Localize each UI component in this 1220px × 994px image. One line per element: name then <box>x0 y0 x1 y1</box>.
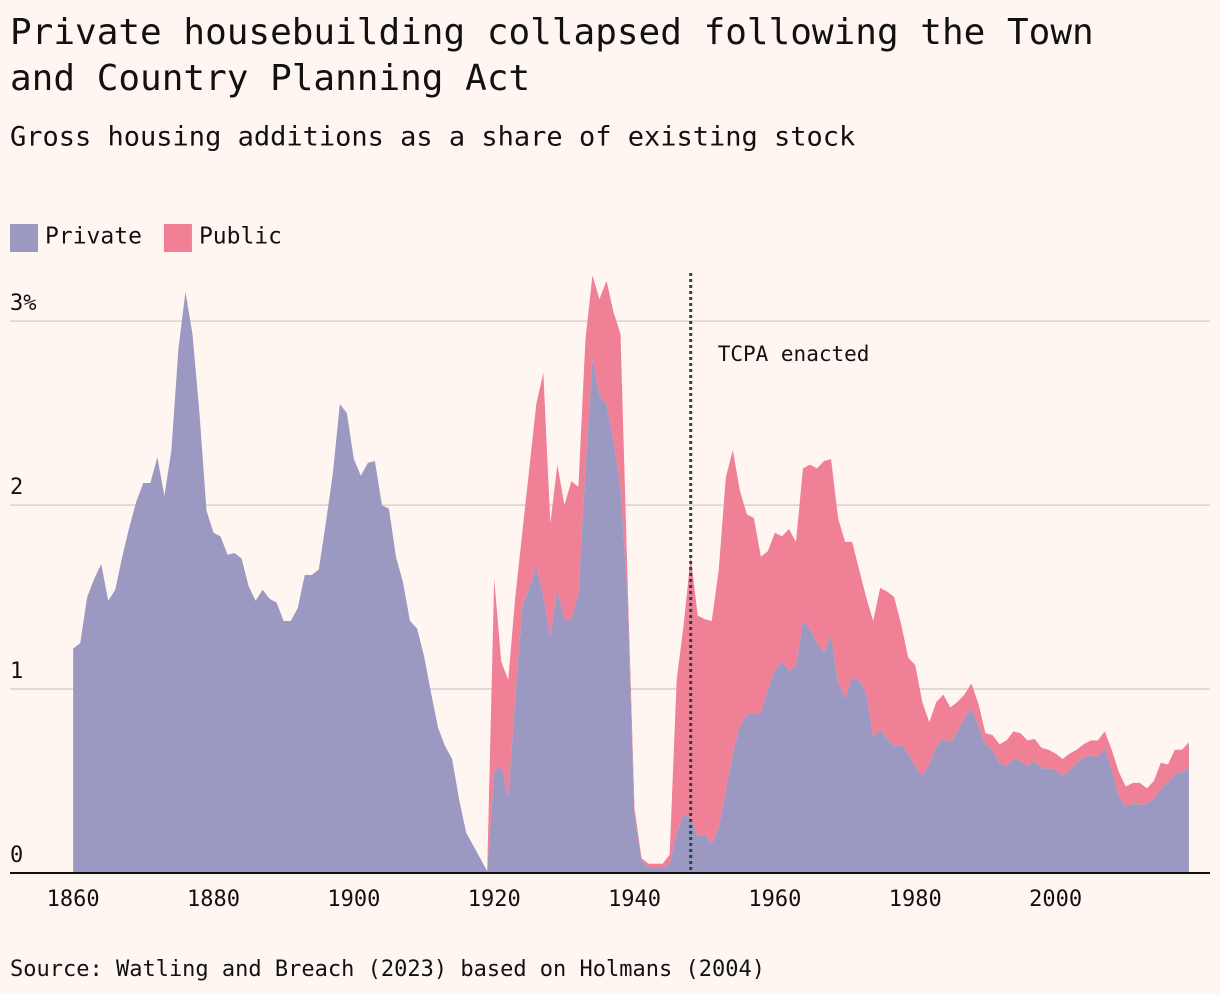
y-tick-label: 1 <box>10 659 23 684</box>
x-tick-label: 1900 <box>327 887 380 912</box>
chart-subtitle: Gross housing additions as a share of ex… <box>10 122 855 153</box>
area-private <box>73 291 1189 873</box>
x-tick-label: 1860 <box>47 887 100 912</box>
legend-label: Private <box>45 224 142 250</box>
x-tick-label: 1980 <box>889 887 942 912</box>
x-tick-label: 1940 <box>608 887 661 912</box>
y-tick-label: 2 <box>10 475 23 500</box>
legend-swatch <box>163 224 192 252</box>
area-public <box>73 275 1189 872</box>
legend-label: Public <box>199 224 282 250</box>
x-tick-label: 1920 <box>468 887 521 912</box>
source-note: Source: Watling and Breach (2023) based … <box>10 957 765 982</box>
y-tick-label: 0 <box>10 843 23 868</box>
legend-swatch <box>10 224 38 252</box>
annotation-label: TCPA enacted <box>718 342 870 366</box>
x-tick-label: 2000 <box>1029 887 1082 912</box>
x-tick-label: 1960 <box>748 887 801 912</box>
x-tick-label: 1880 <box>187 887 240 912</box>
chart-title: Private housebuilding collapsed followin… <box>10 12 1094 99</box>
y-tick-label: 3% <box>10 291 37 316</box>
